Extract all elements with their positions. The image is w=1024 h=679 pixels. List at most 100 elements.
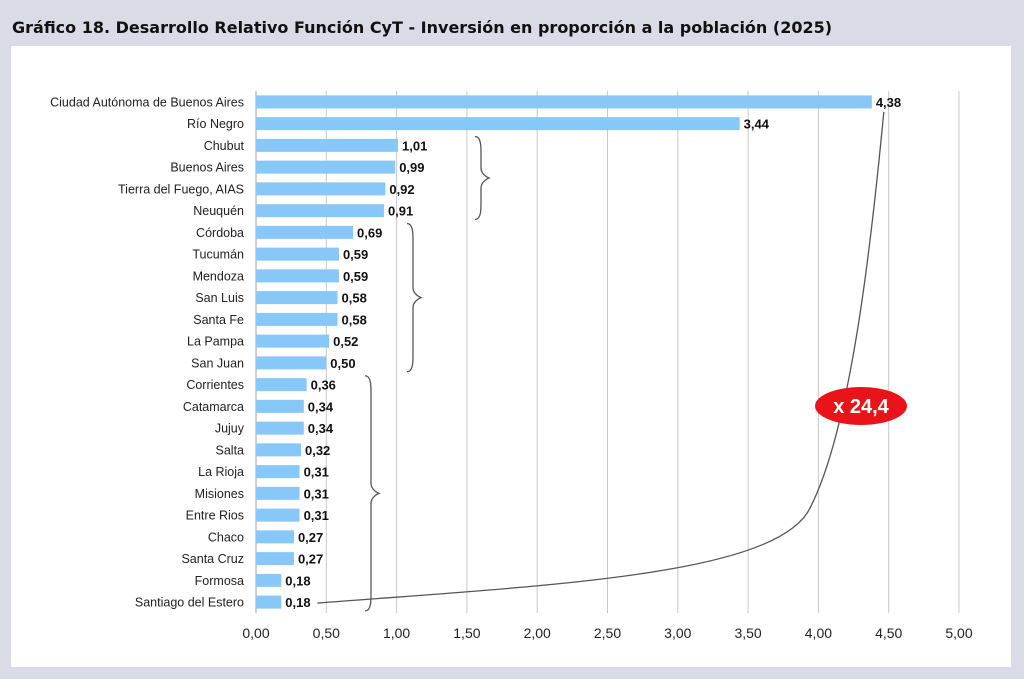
bar	[256, 573, 282, 587]
x-tick-label: 0,50	[313, 625, 340, 641]
value-label: 0,32	[305, 443, 330, 458]
category-label: Córdoba	[196, 226, 244, 240]
category-label: Santiago del Estero	[135, 596, 244, 610]
x-tick-label: 3,50	[734, 625, 761, 641]
value-label: 0,50	[330, 356, 355, 371]
value-label: 0,18	[285, 595, 310, 610]
value-label: 0,27	[298, 530, 323, 545]
bar	[256, 247, 339, 261]
bar	[256, 595, 282, 609]
bar	[256, 160, 396, 174]
category-label: Tierra del Fuego, AIAS	[118, 182, 244, 196]
bars	[256, 95, 872, 609]
value-label: 0,92	[389, 182, 414, 197]
category-label: Salta	[216, 443, 245, 457]
value-label: 3,44	[744, 117, 770, 132]
x-tick-label: 1,00	[383, 625, 410, 641]
category-label: Buenos Aires	[170, 161, 244, 175]
category-label: La Rioja	[198, 465, 244, 479]
category-label: Chaco	[208, 530, 244, 544]
value-label: 0,59	[343, 269, 368, 284]
category-label: La Pampa	[187, 335, 244, 349]
bar	[256, 508, 300, 522]
bar	[256, 378, 307, 392]
value-label: 0,18	[285, 573, 310, 588]
bar	[256, 421, 304, 435]
value-label: 0,31	[304, 508, 329, 523]
group-brace	[406, 222, 423, 373]
x-tick-label: 2,00	[524, 625, 551, 641]
bar	[256, 443, 301, 457]
x-tick-label: 4,50	[875, 625, 902, 641]
x-axis-tick-labels: 0,00 0,50 1,00 1,50 2,00 2,50 3,00 3,50 4,00 4,50…	[242, 625, 972, 641]
bar	[256, 291, 338, 305]
bar	[256, 138, 399, 152]
value-label: 4,38	[876, 95, 901, 110]
bar	[256, 465, 300, 479]
value-label: 0,58	[342, 312, 367, 327]
bar	[256, 117, 740, 131]
bar	[256, 334, 330, 348]
category-label: Catamarca	[183, 400, 244, 414]
category-label: Tucumán	[192, 248, 244, 262]
x-tick-label: 0,00	[242, 625, 269, 641]
x-tick-label: 3,00	[664, 625, 691, 641]
bar	[256, 182, 386, 196]
header-bar: Gráfico 18. Desarrollo Relativo Función …	[0, 0, 1024, 46]
value-label: 0,34	[308, 421, 334, 436]
value-label: 0,69	[357, 225, 382, 240]
ratio-badge-text: x 24,4	[833, 396, 889, 418]
value-label: 0,27	[298, 552, 323, 567]
value-label: 0,58	[342, 291, 367, 306]
bar	[256, 399, 304, 413]
category-label: Mendoza	[193, 269, 244, 283]
group-brace	[474, 135, 491, 221]
x-tick-label: 4,00	[805, 625, 832, 641]
x-tick-label: 2,50	[594, 625, 621, 641]
value-labels: 4,38 3,44 1,01 0,99 0,92 0,91 0,69 0,59 0,59 0,58…	[285, 95, 901, 610]
chart-panel: Ciudad Autónoma de Buenos Aires Río Negro…	[11, 46, 1011, 667]
bar	[256, 225, 354, 239]
bar	[256, 356, 327, 370]
bar	[256, 312, 338, 326]
value-label: 1,01	[402, 138, 427, 153]
category-label: Ciudad Autónoma de Buenos Aires	[50, 95, 244, 109]
group-braces	[364, 135, 491, 612]
category-labels: Ciudad Autónoma de Buenos Aires Río Negro…	[50, 95, 245, 609]
value-label: 0,99	[399, 160, 424, 175]
category-label: Chubut	[204, 139, 245, 153]
bar-chart: Ciudad Autónoma de Buenos Aires Río Negro…	[50, 91, 973, 641]
value-label: 0,36	[311, 378, 336, 393]
x-tick-label: 5,00	[945, 625, 972, 641]
bar	[256, 530, 294, 544]
gridlines	[255, 91, 960, 613]
category-label: San Luis	[195, 291, 244, 305]
bar	[256, 552, 294, 566]
ratio-badge	[815, 387, 907, 425]
value-label: 0,52	[333, 334, 358, 349]
bar	[256, 269, 339, 283]
chart-title: Gráfico 18. Desarrollo Relativo Función …	[12, 18, 833, 37]
category-label: Misiones	[195, 487, 244, 501]
bar	[256, 486, 300, 500]
category-label: Neuquén	[193, 204, 244, 218]
category-label: Corrientes	[186, 378, 244, 392]
group-brace	[364, 375, 381, 612]
connector-curve	[317, 111, 885, 604]
x-tick-label: 1,50	[453, 625, 480, 641]
category-label: Entre Rios	[186, 509, 244, 523]
value-label: 0,34	[308, 399, 334, 414]
value-label: 0,31	[304, 486, 329, 501]
ratio-annotation: x 24,4	[317, 111, 907, 604]
bar	[256, 95, 872, 109]
value-label: 0,31	[304, 465, 329, 480]
category-label: Formosa	[195, 574, 244, 588]
bar	[256, 204, 384, 218]
value-label: 0,59	[343, 247, 368, 262]
value-label: 0,91	[388, 204, 413, 219]
category-label: Santa Fe	[193, 313, 244, 327]
category-label: San Juan	[191, 356, 244, 370]
category-label: Jujuy	[215, 422, 245, 436]
category-label: Río Negro	[187, 117, 244, 131]
category-label: Santa Cruz	[181, 552, 244, 566]
